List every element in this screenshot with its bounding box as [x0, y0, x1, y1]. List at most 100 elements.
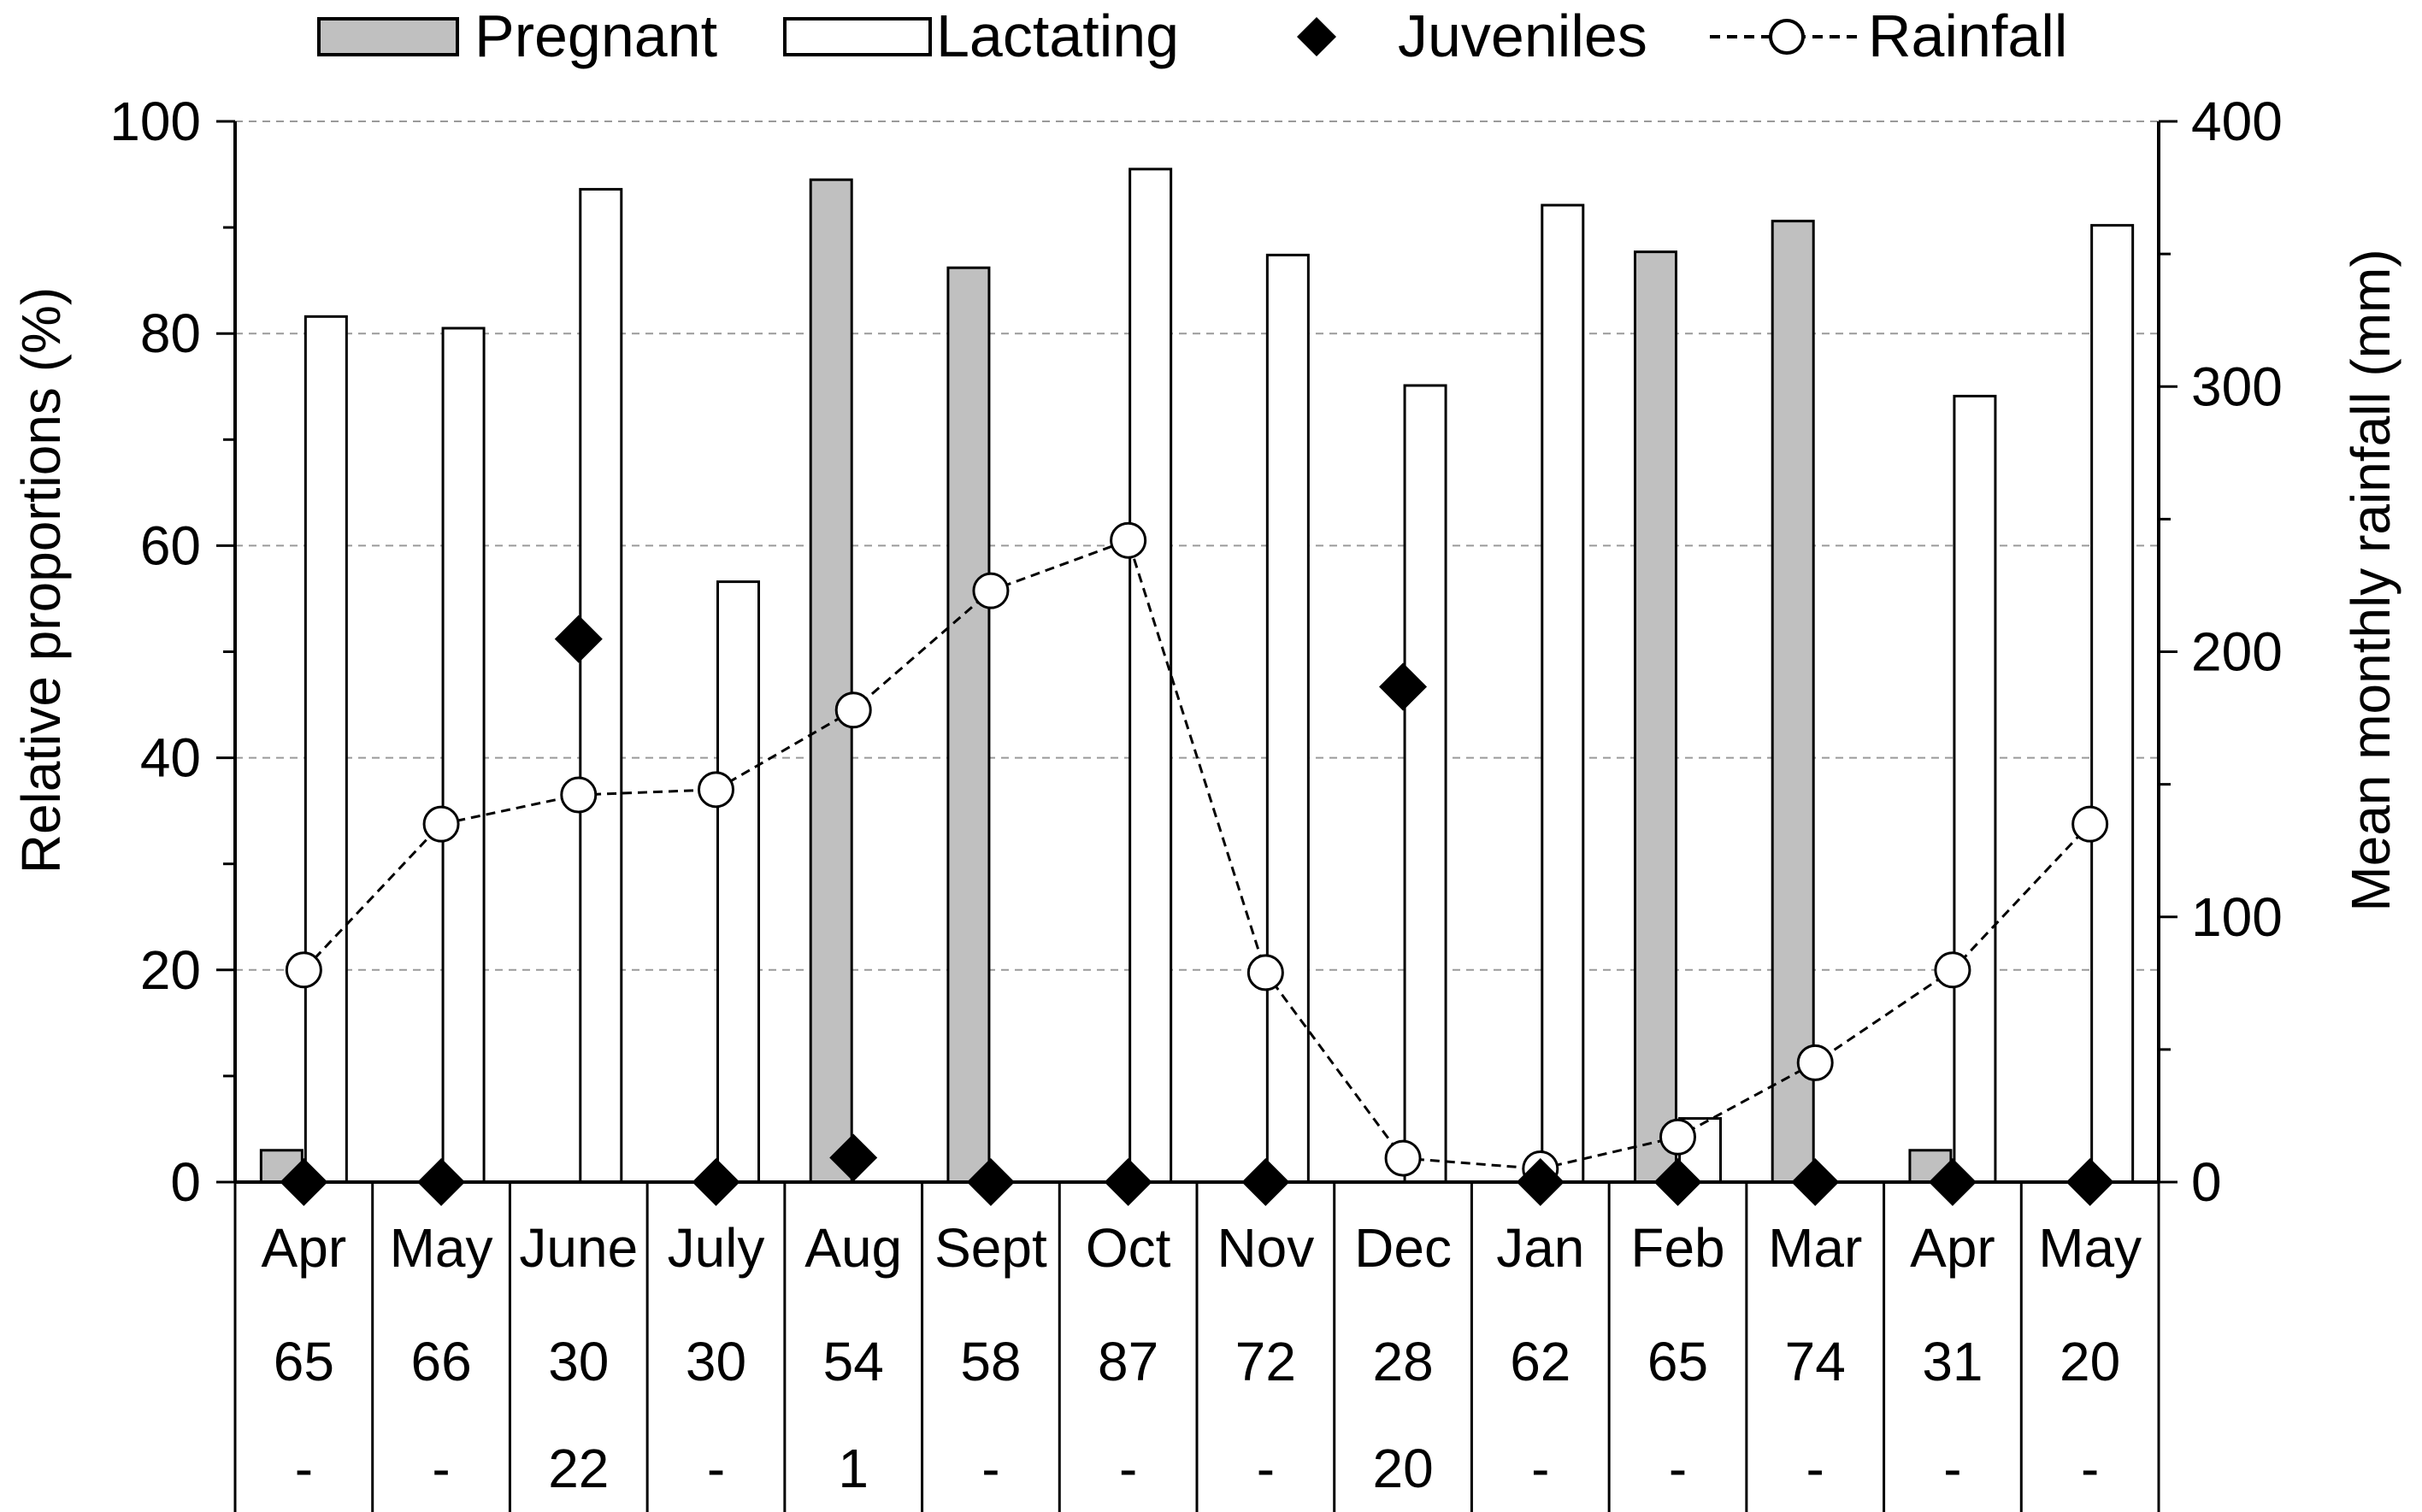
rainfall-point: [2071, 805, 2109, 843]
bar-lactating: [441, 327, 486, 1184]
sample-size-label: 65: [1647, 1331, 1708, 1392]
sample-size-label: 30: [548, 1331, 609, 1392]
y-tick-label: 40: [140, 727, 201, 789]
legend-juveniles-label: Juveniles: [1398, 3, 1647, 69]
bar-lactating: [1403, 384, 1447, 1184]
sample-size-label: 54: [823, 1331, 884, 1392]
y2-tick-label: 0: [2191, 1151, 2222, 1213]
rainfall-point: [834, 691, 872, 729]
sample-size-label: 72: [1235, 1331, 1296, 1392]
rainfall-line: [303, 538, 2091, 1171]
y2-axis-title: Mean monthly rainfall (mm): [2340, 249, 2401, 911]
legend-lactating-swatch: [783, 17, 932, 56]
juvenile-count-label: -: [707, 1438, 725, 1499]
juvenile-point: [1379, 662, 1428, 711]
juvenile-count-label: -: [1119, 1438, 1137, 1499]
juvenile-count-label: -: [1257, 1438, 1275, 1499]
sample-size-label: 74: [1785, 1331, 1846, 1392]
axes: 0 20 40 60 80 100 0 100 200 300 400: [109, 91, 2283, 1213]
juvenile-count-label: -: [1531, 1438, 1549, 1499]
y2-tick-label: 300: [2191, 356, 2283, 417]
month-label: May: [2038, 1217, 2142, 1279]
rainfall-point: [1384, 1139, 1422, 1177]
juvenile-count-label: -: [432, 1438, 450, 1499]
sample-size-label: 58: [960, 1331, 1021, 1392]
juvenile-count-label: -: [1669, 1438, 1687, 1499]
bars: [259, 168, 2135, 1184]
rainfall-point: [560, 776, 598, 814]
month-label: Oct: [1086, 1217, 1171, 1279]
sample-size-label: 30: [686, 1331, 746, 1392]
bar-lactating: [1541, 203, 1585, 1184]
month-label: May: [390, 1217, 493, 1279]
y-tick-label: 0: [170, 1151, 201, 1213]
sample-size-label: 66: [410, 1331, 471, 1392]
month-label: Sept: [934, 1217, 1047, 1279]
sample-size-label: 87: [1098, 1331, 1158, 1392]
juvenile-count-label: -: [1806, 1438, 1824, 1499]
sample-size-label: 65: [274, 1331, 334, 1392]
legend-juveniles-marker: [1297, 17, 1336, 56]
juvenile-count-label: 22: [548, 1438, 609, 1499]
juvenile-point: [829, 1133, 878, 1182]
y2-tick-label: 100: [2191, 886, 2283, 948]
month-label: Apr: [262, 1217, 347, 1279]
bar-lactating: [1953, 394, 1997, 1184]
month-label: Jan: [1496, 1217, 1584, 1279]
month-label: Aug: [804, 1217, 902, 1279]
bar-lactating: [2090, 224, 2135, 1184]
category-table: Apr 65 - May 66 - June 30 22 July 30 - Aug 54 1 Sept 58 -…: [233, 1182, 2160, 1512]
y-axis-title: Relative proportions (%): [10, 287, 72, 874]
legend-rainfall-label: Rainfall: [1868, 3, 2067, 69]
rainfall-series: [285, 521, 2109, 1187]
sample-size-label: 31: [1922, 1331, 1983, 1392]
juvenile-point: [554, 615, 603, 663]
y-tick-label: 100: [109, 91, 201, 152]
rainfall-point: [1246, 954, 1284, 991]
legend-rainfall-marker: [1769, 19, 1805, 55]
legend: Pregnant Lactating Juveniles Rainfall: [317, 3, 2067, 69]
bar-lactating: [579, 187, 623, 1184]
month-label: June: [519, 1217, 638, 1279]
juvenile-count-label: 20: [1372, 1438, 1433, 1499]
rainfall-point: [1934, 951, 1971, 989]
rainfall-point: [422, 805, 460, 843]
month-label: Dec: [1354, 1217, 1452, 1279]
y-tick-label: 80: [140, 303, 201, 364]
juvenile-count-label: -: [295, 1438, 313, 1499]
juvenile-count-label: -: [2081, 1438, 2099, 1499]
juvenile-count-label: 1: [838, 1438, 869, 1499]
bar-lactating: [1265, 253, 1310, 1184]
bar-pregnant: [946, 266, 991, 1184]
bar-lactating: [716, 580, 760, 1184]
sample-size-label: 62: [1510, 1331, 1570, 1392]
month-label: Nov: [1217, 1217, 1314, 1279]
y2-tick-label: 400: [2191, 91, 2283, 152]
juveniles-series: [280, 615, 2114, 1206]
rainfall-point: [698, 771, 734, 809]
legend-pregnant-swatch: [317, 17, 459, 56]
y-tick-label: 20: [140, 939, 201, 1001]
sample-size-label: 28: [1372, 1331, 1433, 1392]
rainfall-point: [1796, 1044, 1834, 1081]
bar-pregnant: [1771, 220, 1815, 1184]
juvenile-count-label: -: [981, 1438, 999, 1499]
y-tick-label: 60: [140, 515, 201, 576]
rainfall-point: [972, 572, 1010, 609]
month-label: Mar: [1768, 1217, 1862, 1279]
bar-pregnant: [1634, 250, 1677, 1184]
legend-pregnant-label: Pregnant: [474, 3, 717, 69]
grid-lines: [235, 121, 2159, 971]
month-label: Apr: [1910, 1217, 1995, 1279]
bar-lactating: [1128, 168, 1173, 1184]
month-label: Feb: [1630, 1217, 1724, 1279]
rainfall-point: [285, 951, 322, 989]
sample-size-label: 20: [2060, 1331, 2120, 1392]
legend-lactating-label: Lactating: [936, 3, 1179, 69]
juvenile-count-label: -: [1943, 1438, 1961, 1499]
rainfall-point: [1659, 1118, 1696, 1156]
month-label: July: [668, 1217, 765, 1279]
bar-pregnant: [809, 178, 853, 1184]
rainfall-point: [1110, 521, 1147, 559]
